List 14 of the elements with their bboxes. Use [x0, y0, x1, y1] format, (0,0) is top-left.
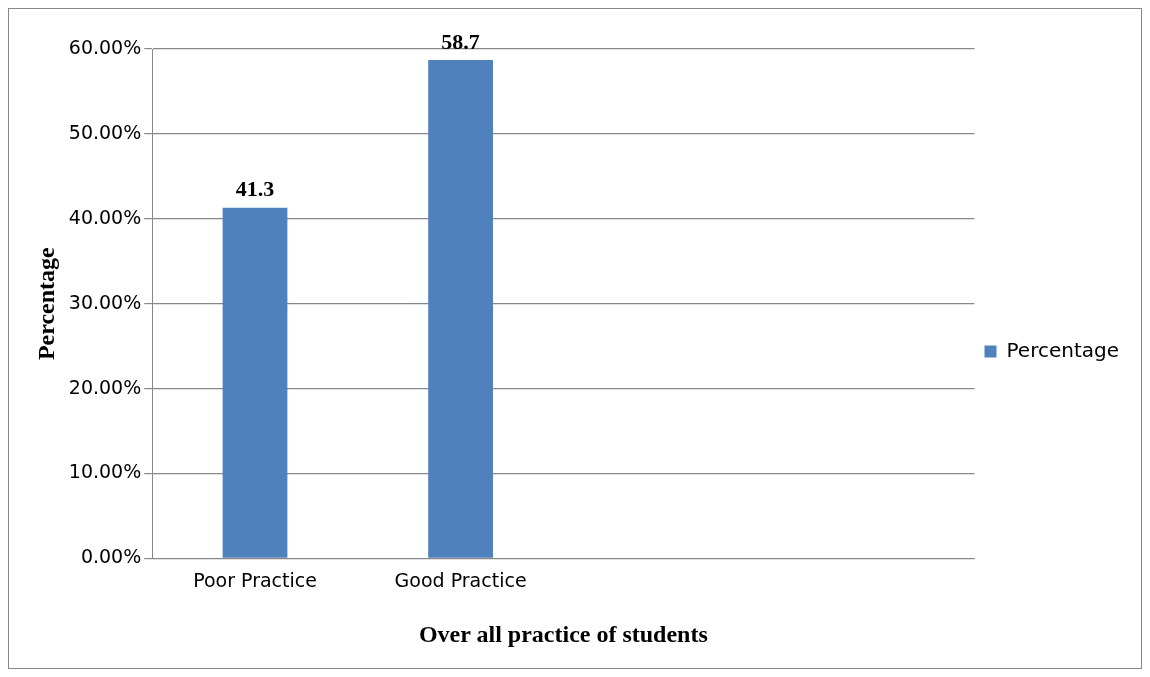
data-label: 58.7 — [441, 28, 480, 54]
x-tick-label: Poor Practice — [193, 568, 317, 591]
y-axis-title: Percentage — [32, 246, 59, 361]
y-tick-label: 0.00% — [80, 545, 142, 568]
y-tick-label: 30.00% — [68, 290, 142, 313]
y-tick-label: 40.00% — [68, 205, 142, 228]
y-tick-label: 10.00% — [68, 460, 142, 483]
legend-label: Percentage — [1006, 337, 1120, 362]
y-tick-label: 20.00% — [68, 375, 142, 398]
x-axis-title: Over all practice of students — [418, 620, 708, 647]
x-tick-label: Good Practice — [394, 568, 527, 591]
data-label: 41.3 — [235, 176, 275, 202]
y-tick-label: 50.00% — [68, 120, 142, 143]
y-tick-label: 60.00% — [68, 35, 142, 58]
